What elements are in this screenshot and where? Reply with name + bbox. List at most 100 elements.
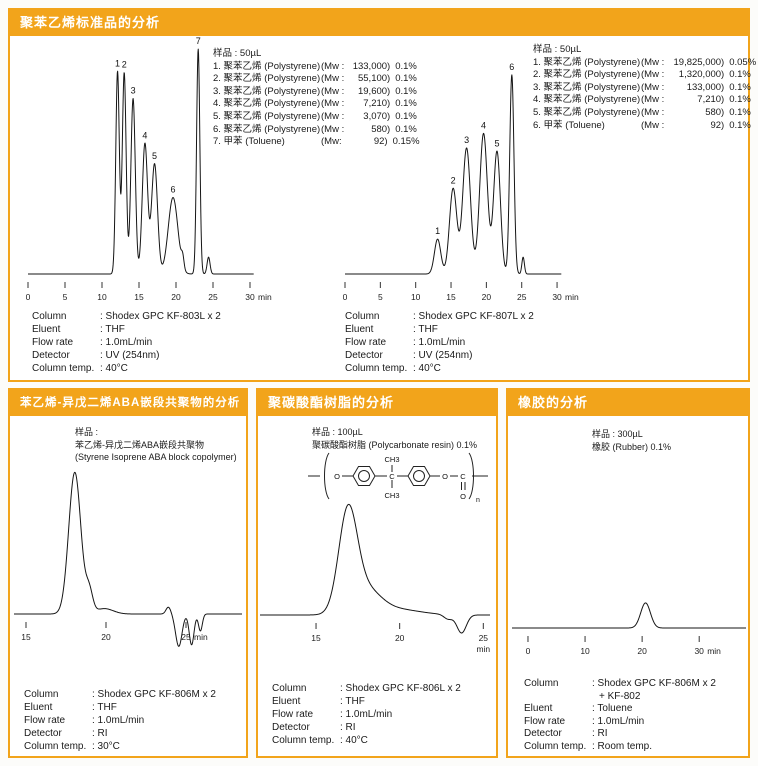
polycarbonate-structure: O C CH3 CH3 O C O n bbox=[308, 452, 488, 504]
sample-concentration: 0.1% bbox=[729, 69, 751, 81]
condition-row: Eluent : THF bbox=[272, 695, 461, 708]
axis-tick-label: 0 bbox=[343, 292, 348, 302]
peak-label: 4 bbox=[481, 120, 486, 130]
condition-value: : 40°C bbox=[413, 363, 441, 374]
axis-tick-label: 25 bbox=[208, 292, 218, 302]
condition-value: : THF bbox=[100, 324, 125, 335]
sample-item: 5. 聚苯乙烯 (Polystyrene) (Mw :3,070) 0.1% bbox=[213, 111, 429, 124]
benzene-ring bbox=[407, 466, 431, 486]
sample-description: 样品 : 300µL 橡胶 (Rubber) 0.1% bbox=[592, 428, 671, 453]
benzene-ring bbox=[352, 466, 376, 486]
condition-label: Flow rate bbox=[345, 337, 387, 348]
condition-value: : RI bbox=[592, 728, 608, 739]
sample-mw: (Mw :7,210) bbox=[641, 94, 725, 106]
sample-mw: (Mw :55,100) bbox=[321, 73, 391, 85]
sample-name: 5. 聚苯乙烯 (Polystyrene) bbox=[533, 106, 641, 118]
condition-value: : 30°C bbox=[92, 741, 120, 752]
sample-list-left: 样品 : 50µL 1. 聚苯乙烯 (Polystyrene) (Mw :133… bbox=[213, 48, 429, 149]
axis-tick-label: 10 bbox=[411, 292, 421, 302]
panel-title: 聚苯乙烯标准品的分析 bbox=[10, 10, 748, 36]
condition-row: Detector : UV (254nm) bbox=[345, 349, 534, 362]
peak-label: 6 bbox=[171, 185, 176, 195]
condition-row: Column : Shodex GPC KF-806M x 2 bbox=[24, 688, 216, 701]
condition-row: Flow rate : 1.0mL/min bbox=[524, 716, 716, 729]
sample-item: 1. 聚苯乙烯 (Polystyrene) (Mw :19,825,000) 0… bbox=[533, 56, 757, 70]
condition-value: : Shodex GPC KF-806L x 2 bbox=[340, 683, 461, 694]
axis-tick-label: 20 bbox=[395, 633, 405, 643]
sample-concentration: 0.1% bbox=[395, 85, 417, 97]
panel-body: 样品 : 100µL 聚碳酸酯树脂 (Polycarbonate resin) 0… bbox=[258, 416, 496, 756]
sample-name: 5. 聚苯乙烯 (Polystyrene) bbox=[213, 110, 321, 122]
condition-label: Flow rate bbox=[24, 715, 66, 726]
condition-row: Eluent : Toluene bbox=[524, 703, 716, 716]
sample-concentration: 0.1% bbox=[729, 81, 751, 93]
condition-label: Flow rate bbox=[524, 715, 566, 727]
axis-tick-label: 20 bbox=[101, 632, 111, 642]
sample-mw: (Mw :19,825,000) bbox=[641, 56, 725, 68]
peak-label: 1 bbox=[435, 226, 440, 236]
carbonyl-o: O bbox=[460, 492, 466, 501]
panel-polystyrene-standards: 聚苯乙烯标准品的分析 0 5 10 15 20 25 30 min 1 2 3 4 5 6 7 0 5 10 15… bbox=[8, 8, 757, 382]
axis-tick-label: 5 bbox=[378, 292, 383, 302]
sample-item: 2. 聚苯乙烯 (Polystyrene) (Mw :1,320,000) 0.… bbox=[533, 69, 755, 82]
sample-name: 4. 聚苯乙烯 (Polystyrene) bbox=[533, 94, 641, 106]
atom-o: O bbox=[334, 472, 340, 481]
panel-rubber: 橡胶的分析 样品 : 300µL 橡胶 (Rubber) 0.1% 0 10 20 30… bbox=[506, 388, 750, 758]
panel-title: 苯乙烯-异戊二烯ABA嵌段共聚物的分析 bbox=[10, 390, 246, 416]
sample-concentration: 0.1% bbox=[395, 110, 417, 122]
condition-row: Detector : RI bbox=[24, 727, 216, 740]
chromatogram-curve bbox=[259, 503, 491, 634]
condition-row: Flow rate : 1.0mL/min bbox=[272, 708, 461, 721]
sample-name: 2. 聚苯乙烯 (Polystyrene) bbox=[213, 73, 321, 85]
panel-title: 橡胶的分析 bbox=[508, 390, 748, 416]
condition-row: Column temp. : 30°C bbox=[24, 740, 216, 753]
condition-value: : 40°C bbox=[340, 735, 368, 746]
condition-row: Column : Shodex GPC KF-806M x 2 + KF-802 bbox=[524, 678, 716, 703]
conditions-aba-copolymer: Column : Shodex GPC KF-806M x 2 Eluent :… bbox=[24, 688, 216, 753]
condition-value: : Room temp. bbox=[592, 740, 653, 752]
condition-label: Detector bbox=[345, 350, 383, 361]
axis-tick-label: 30 bbox=[245, 292, 255, 302]
condition-label: Column temp. bbox=[345, 363, 408, 374]
sample-item: 4. 聚苯乙烯 (Polystyrene) (Mw :7,210) 0.1% bbox=[533, 94, 755, 107]
axis-tick-label: 30 bbox=[552, 292, 562, 302]
condition-value: : Shodex GPC KF-806M x 2 + KF-802 bbox=[592, 678, 716, 702]
axis-tick-label: 0 bbox=[526, 646, 531, 656]
chromatogram-curve bbox=[511, 602, 747, 629]
panel-body: 0 5 10 15 20 25 30 min 1 2 3 4 5 6 7 0 5 10 15 20 25 30 min 1 2… bbox=[10, 36, 757, 378]
condition-row: Column temp. : 40°C bbox=[32, 362, 221, 375]
condition-row: Detector : RI bbox=[272, 721, 461, 734]
peak-label: 7 bbox=[196, 36, 201, 46]
sample-volume: 样品 : 50µL bbox=[213, 48, 262, 59]
sample-concentration: 0.1% bbox=[395, 60, 417, 72]
condition-label: Flow rate bbox=[32, 337, 74, 348]
axis-tick-label: 10 bbox=[97, 292, 107, 302]
sample-line: 样品 : bbox=[75, 427, 99, 437]
peak-label: 3 bbox=[131, 86, 136, 96]
sample-mw: (Mw :580) bbox=[321, 123, 391, 135]
sample-concentration: 0.1% bbox=[729, 119, 751, 131]
condition-value: : 1.0mL/min bbox=[413, 337, 466, 348]
sample-concentration: 0.1% bbox=[395, 73, 417, 85]
sample-concentration: 0.1% bbox=[395, 98, 417, 110]
sample-items: 1. 聚苯乙烯 (Polystyrene) (Mw :19,825,000) 0… bbox=[533, 56, 757, 133]
condition-value: : THF bbox=[413, 324, 438, 335]
condition-row: Flow rate : 1.0mL/min bbox=[345, 336, 534, 349]
axis-tick-label: 0 bbox=[26, 292, 31, 302]
sample-concentration: 0.05% bbox=[729, 56, 757, 68]
axis-unit-label: min bbox=[565, 292, 579, 302]
repeat-subscript-n: n bbox=[476, 497, 480, 504]
axis-tick-label: 15 bbox=[446, 292, 456, 302]
sample-name: 2. 聚苯乙烯 (Polystyrene) bbox=[533, 69, 641, 81]
condition-label: Detector bbox=[32, 350, 70, 361]
sample-name: 1. 聚苯乙烯 (Polystyrene) bbox=[533, 56, 641, 68]
sample-concentration: 0.1% bbox=[729, 94, 751, 106]
sample-line: 样品 : 300µL bbox=[592, 429, 643, 439]
conditions-kf807l: Column : Shodex GPC KF-807L x 2 Eluent :… bbox=[345, 310, 534, 375]
conditions-polycarbonate: Column : Shodex GPC KF-806L x 2 Eluent :… bbox=[272, 682, 461, 747]
condition-label: Column bbox=[32, 311, 67, 322]
condition-row: Column temp. : 40°C bbox=[272, 734, 461, 747]
sample-description: 样品 : 苯乙烯-异戊二烯ABA嵌段共聚物 (Styrene Isoprene AB… bbox=[75, 426, 237, 464]
chromatogram-curve bbox=[344, 74, 562, 275]
peak-label: 5 bbox=[494, 138, 499, 148]
